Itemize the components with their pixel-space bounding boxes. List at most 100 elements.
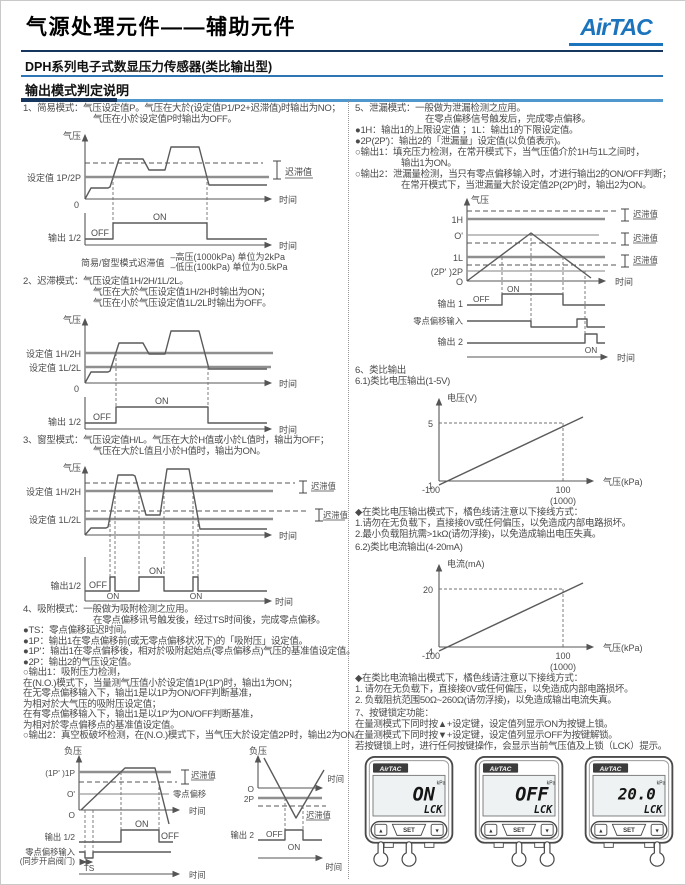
zero-offset-input-label: 零点偏移输入 — [25, 847, 75, 857]
hysteresis-label: 迟滞值 — [633, 209, 658, 219]
hysteresis-note: 简易/窗型模式迟滞值 –高压(1000kPa) 单位为2kPa –低压(100k… — [81, 252, 347, 272]
text-line: 在零点偏移讯号触发後，经过TS时间後，完成零点偏移。 — [93, 614, 326, 626]
text-line: ○输出1：填充压力检测，在常开模式下，当气压值介於1H与1L之间时， — [355, 147, 645, 158]
response-line — [438, 582, 584, 652]
y-axis-label: 气压 — [63, 462, 81, 473]
time-label: 时间 — [279, 240, 297, 251]
device-logo: AirTAC — [379, 766, 402, 773]
hand-icon — [649, 841, 665, 867]
sensor-display-lock-off: AirTAC kPa OFF LCK ▲ SET ▼ — [474, 756, 564, 867]
text-line: 在常开模式下，当泄漏量大於设定值2P(2P')时，输出2为ON。 — [401, 180, 652, 191]
low-setpoint-label: 设定值 1L/2L — [29, 514, 81, 525]
sensor-display-locked-value: AirTAC kPa 20.0 LCK ▲ SET ▼ — [584, 756, 674, 867]
text-line: ◆在类比电流输出模式下，橘色线请注意以下接线方式： — [355, 673, 583, 684]
output-waveform — [79, 828, 173, 843]
output-label: 输出1/2 — [50, 580, 81, 591]
display-value: OFF — [515, 784, 549, 805]
o-prime-label: O' — [454, 231, 463, 241]
device-logo: AirTAC — [489, 766, 512, 773]
hysteresis-label: 迟滞值 — [323, 510, 348, 520]
lock-indicator: LCK — [644, 805, 663, 816]
up-button[interactable] — [374, 823, 388, 836]
setpoint-label: 2P — [244, 794, 255, 804]
lcd-screen — [592, 774, 666, 817]
on-label: ON — [585, 345, 597, 355]
text-line: 气压在大於L值且小於H值时，输出为ON。 — [93, 446, 266, 457]
text-line: 4、吸附模式：一般做为吸附检测之应用。 — [23, 604, 194, 615]
text-line: 6、类比输出 — [355, 365, 406, 376]
y-axis-label: 电压(V) — [447, 392, 477, 403]
set-button[interactable] — [391, 823, 427, 836]
section-5-text: 5、泄漏模式：一般做为泄漏检测之应用。 在零点偏移信号触发后，完成零点偏移。 ●… — [355, 103, 683, 191]
up-button[interactable] — [484, 823, 498, 836]
text-line: 在量测模式下同时按▼+设定键，设定值列显示OFF为按键解锁。 — [355, 730, 618, 741]
text-line: ●2P(2P')：输出2的「泄漏量」设定值(以负值表示)。 — [355, 136, 567, 147]
on-label: ON — [107, 591, 119, 601]
text-line: ○输出1：吸附压力检测， — [23, 667, 126, 678]
note-line: –低压(100kPa) 单位为0.5kPa — [170, 262, 288, 272]
time-label: 时间 — [279, 424, 297, 435]
origin-label: 0 — [74, 384, 79, 394]
device-illustrations: AirTAC kPa ON LCK ▲ SET ▼ — [361, 756, 683, 867]
output-plot: 时间 输出 1/2 OFF ON — [48, 396, 297, 435]
text-line: 2、迟滞模式：气压设定值1H/2H/1L/2L。 — [23, 276, 189, 287]
adsorption-output1-diagram: 负压 (1P' )1P 迟滞值 零点偏移 O' 时间 O 输出 1/2 ON — [20, 745, 216, 880]
pressure-waveform — [84, 468, 267, 536]
device-logo: AirTAC — [599, 766, 622, 773]
text-line: 5、泄漏模式：一般做为泄漏检测之应用。 — [355, 103, 526, 114]
time-label: 时间 — [189, 870, 206, 880]
on-label: ON — [288, 842, 300, 852]
hysteresis-label: 迟滞值 — [285, 166, 312, 177]
on-label: ON — [507, 284, 519, 294]
text-line: ●1H：输出1的上限设定值 ；1L：输出1的下限设定值。 — [355, 125, 579, 136]
airtac-logo: AirTAC — [580, 14, 653, 40]
lcd-screen — [372, 774, 446, 817]
zero-offset-label: 零点偏移 — [173, 789, 206, 799]
lock-indicator: LCK — [424, 805, 443, 816]
down-button[interactable] — [430, 823, 444, 836]
set-button[interactable] — [611, 823, 647, 836]
leak-setpoint-label: (2P' )2P — [431, 267, 463, 277]
logo-band — [483, 763, 519, 773]
time-label: 时间 — [275, 596, 293, 607]
text-line: 在有零点偏移输入下，输出1是以1P'为ON/OFF判断基准， — [23, 709, 259, 720]
hysteresis-label: 迟滞值 — [306, 810, 331, 820]
section-6-headings: 6、类比输出 6.1)类比电压输出(1-5V) — [355, 365, 683, 387]
display-value: 20.0 — [617, 784, 656, 803]
hysteresis-label: 迟滞值 — [311, 481, 336, 491]
page-title: 气源处理元件——辅助元件 — [26, 16, 296, 39]
o-prime-label: O' — [67, 789, 75, 799]
pressure-plot: 气压 1H 迟滞值 O' 迟滞值 1L 迟滞值 — [431, 194, 658, 343]
high-setpoint-label: 设定值 1H/2H — [26, 348, 81, 359]
up-arrow-icon: ▲ — [598, 829, 603, 835]
x-tick-neg: -100 — [422, 651, 440, 661]
hysteresis-label: 迟滞值 — [633, 255, 658, 265]
hand-icon — [401, 841, 417, 867]
lock-indicator: LCK — [534, 805, 553, 816]
display-value: ON — [413, 784, 436, 805]
text-line: 7、按键锁定功能： — [355, 708, 434, 719]
hand-icon — [539, 841, 555, 867]
output-label: 输出 1/2 — [45, 832, 76, 842]
setpoint-label: 设定值 1P/2P — [27, 172, 81, 183]
output-waveform — [85, 222, 267, 240]
section-7-text: 7、按键锁定功能： 在量测模式下同时按▲+设定键，设定值列显示ON为按键上锁。 … — [355, 708, 683, 752]
origin-label: 0 — [74, 200, 79, 210]
output-waveform — [85, 576, 267, 592]
down-button[interactable] — [540, 823, 554, 836]
set-button-label: SET — [513, 828, 525, 834]
up-arrow-icon: ▲ — [378, 829, 383, 835]
logo-band — [373, 763, 409, 773]
title-rule — [21, 50, 663, 52]
up-button[interactable] — [594, 823, 608, 836]
simple-mode-timing-diagram: 气压 设定值 1P/2P 迟滞值 时间 0 时间 输出 1/2 — [27, 130, 313, 251]
output-plot: 时间 输出1/2 OFF ON ON ON — [50, 557, 293, 607]
note-line: –高压(1000kPa) 单位为2kPa — [170, 252, 286, 262]
down-button[interactable] — [650, 823, 664, 836]
set-button[interactable] — [501, 823, 537, 836]
x-axis-label: 气压(kPa) — [603, 476, 643, 487]
note-values: –高压(1000kPa) 单位为2kPa –低压(100kPa) 单位为0.5k… — [171, 252, 288, 272]
text-line: 气压在小於设定值P时输出为OFF。 — [93, 114, 237, 125]
pressure-waveform — [84, 330, 267, 384]
adsorption-output2-diagram: 负压 时间 O 2P 迟滞值 输出 2 OFF ON 时间 — [230, 745, 344, 872]
